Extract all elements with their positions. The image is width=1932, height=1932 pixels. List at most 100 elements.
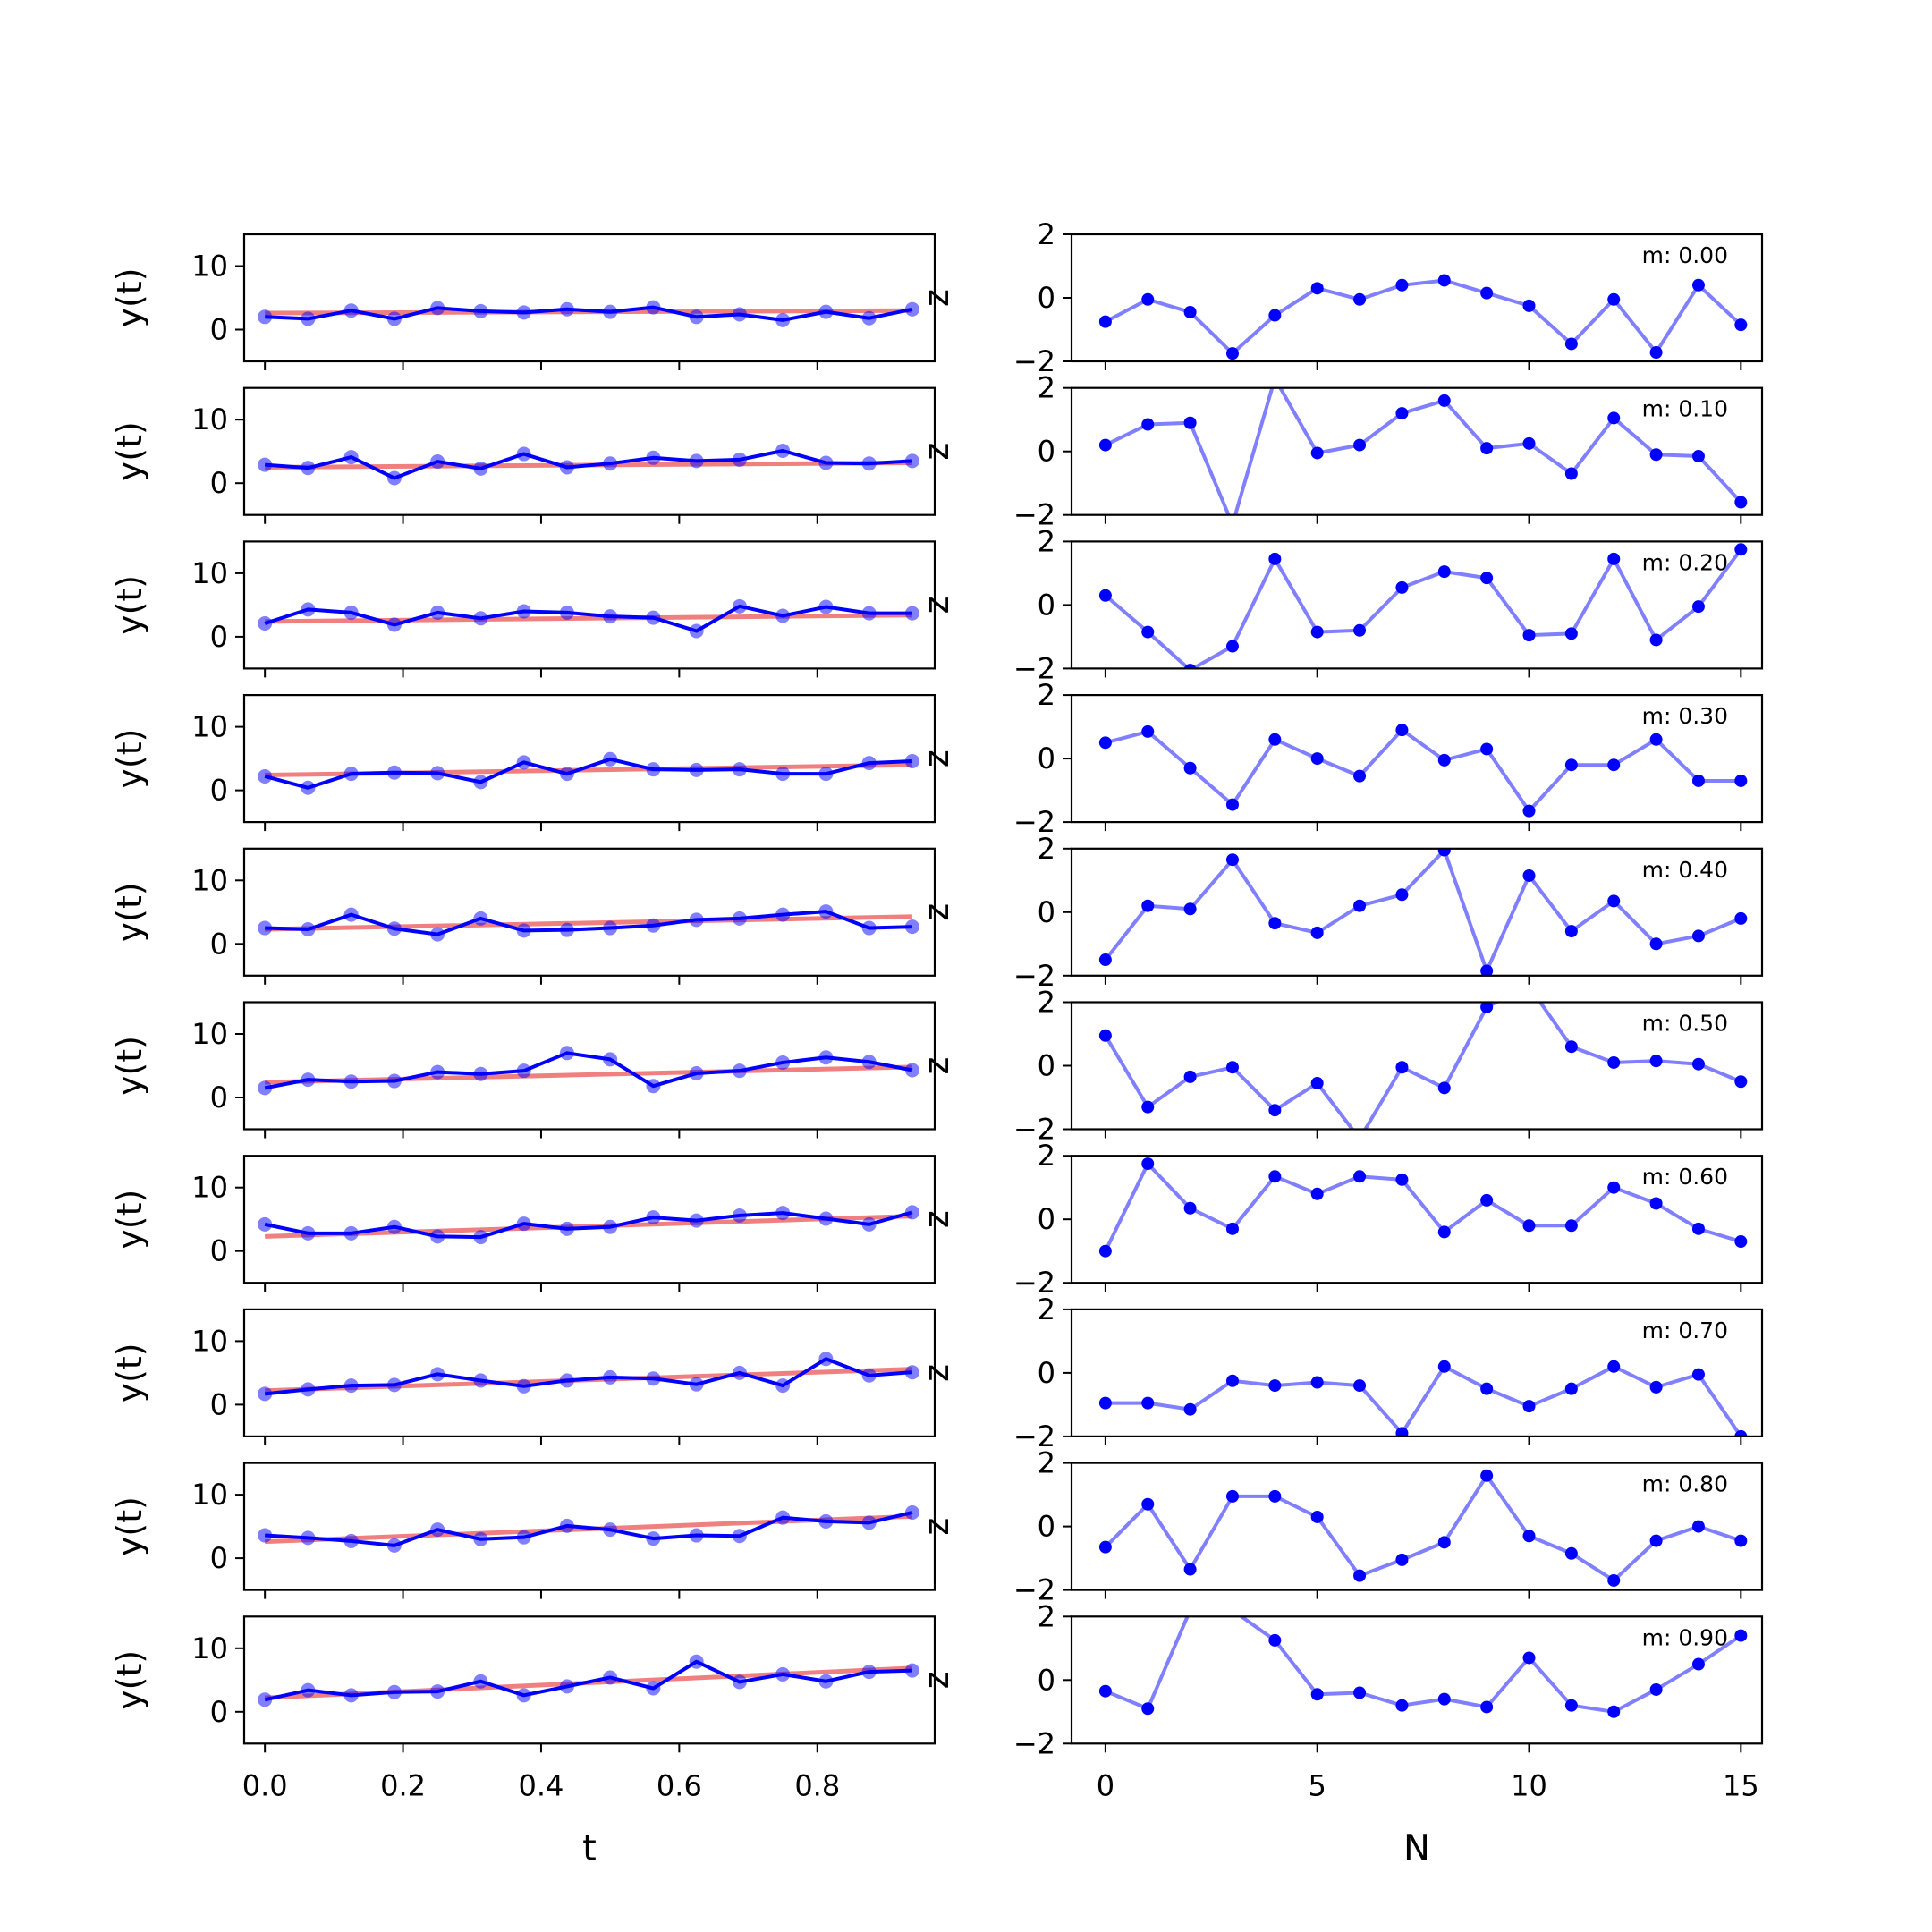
right-y-tick-label: −2: [1013, 959, 1055, 993]
observed-point: [775, 608, 791, 623]
observed-point: [689, 1213, 704, 1228]
observed-point: [775, 767, 791, 782]
observed-line: [264, 1357, 913, 1396]
observed-point: [301, 1682, 316, 1698]
observed-point: [473, 1531, 488, 1546]
z-point: [1395, 407, 1409, 420]
right-y-tick-label: 2: [1038, 1446, 1055, 1480]
right-y-axis-label: z: [917, 1518, 956, 1536]
observed-point: [775, 1055, 791, 1070]
observed-point: [386, 765, 402, 780]
z-point: [1310, 1077, 1324, 1090]
left-y-axis-label: y(t): [110, 1190, 149, 1250]
right-y-tick-label: 2: [1038, 524, 1055, 558]
right-y-tick-label: 0: [1038, 741, 1055, 775]
z-point: [1268, 1104, 1282, 1117]
left-y-tick-label: 0: [210, 927, 228, 961]
left-y-tick-label: 0: [210, 1387, 228, 1421]
observed-point: [258, 920, 273, 936]
observed-point: [559, 605, 574, 620]
left-y-tick-label: 0: [210, 1234, 228, 1268]
z-point: [1480, 1002, 1494, 1013]
left-panel-2: 0 10 y(t) z: [110, 540, 956, 678]
right-axes-frame: [1070, 1615, 1764, 1745]
left-axes-frame: [242, 233, 936, 363]
right-y-tick-label: −2: [1013, 344, 1055, 378]
z-point: [1225, 1374, 1239, 1387]
z-point: [1141, 1100, 1155, 1114]
observed-point: [689, 1654, 704, 1669]
z-point: [1353, 1686, 1367, 1699]
right-y-tick-label: 2: [1038, 678, 1055, 712]
right-panel-3: −2 0 2 m: 0.30: [1013, 678, 1764, 839]
observed-point: [646, 1079, 661, 1094]
z-line: [1105, 728, 1741, 813]
observed-point: [775, 1378, 791, 1394]
observed-point: [646, 300, 661, 315]
z-point: [1480, 742, 1494, 756]
z-line: [1105, 1364, 1742, 1436]
observed-point: [301, 602, 316, 617]
z-point: [1649, 1197, 1663, 1210]
observed-point: [646, 1210, 661, 1225]
z-point: [1607, 1055, 1621, 1069]
observed-point: [258, 1216, 273, 1232]
observed-point: [516, 1688, 531, 1703]
left-axes-frame: [242, 1462, 936, 1591]
m-annotation: m: 0.00: [1642, 242, 1728, 268]
right-panel-9: −2 0 2 0 5 10 15 m: 0.90: [1013, 1599, 1764, 1802]
observed-point: [301, 461, 316, 476]
observed-point: [861, 456, 877, 471]
left-x-axis-label: t: [582, 1827, 597, 1868]
observed-point: [559, 1679, 574, 1694]
right-x-tick-label: 15: [1723, 1768, 1759, 1802]
left-panel-6: 0 10 y(t) z: [110, 1155, 956, 1292]
observed-point: [473, 611, 488, 626]
z-point: [1480, 1700, 1494, 1714]
observed-point: [258, 309, 273, 325]
left-panel-0: 0 10 y(t) z: [110, 233, 956, 370]
z-point: [1437, 1225, 1451, 1239]
left-y-tick-label: 10: [191, 1017, 228, 1051]
observed-point: [689, 1528, 704, 1543]
left-axes-frame: [242, 847, 936, 977]
z-point: [1395, 1427, 1409, 1436]
z-point: [1353, 292, 1367, 306]
left-y-tick-label: 10: [191, 1631, 228, 1665]
observed-point: [559, 767, 574, 782]
left-y-axis-label: y(t): [110, 1036, 149, 1096]
observed-point: [473, 1230, 488, 1245]
z-point: [1691, 1657, 1705, 1671]
observed-point: [861, 1665, 877, 1680]
z-point: [1522, 629, 1536, 642]
observed-point: [646, 450, 661, 465]
observed-point: [258, 1080, 273, 1096]
right-y-axis-label: z: [917, 443, 956, 461]
z-point: [1225, 1222, 1239, 1235]
z-point: [1437, 753, 1451, 767]
right-y-tick-label: 0: [1038, 895, 1055, 929]
z-point: [1098, 736, 1112, 750]
observed-point: [386, 617, 402, 632]
observed-point: [775, 1510, 791, 1525]
right-axes-frame: [1070, 847, 1764, 977]
observed-point: [430, 1064, 445, 1080]
m-annotation: m: 0.40: [1642, 857, 1728, 883]
observed-point: [258, 1528, 273, 1543]
observed-point: [818, 455, 834, 470]
observed-point: [904, 606, 919, 621]
z-point: [1734, 1075, 1748, 1089]
right-axes-frame: [1070, 540, 1764, 670]
z-point: [1691, 1057, 1705, 1071]
fit-line: [265, 914, 912, 932]
observed-point: [516, 1378, 531, 1394]
observed-point: [904, 453, 919, 469]
observed-point: [559, 922, 574, 937]
z-point: [1225, 798, 1239, 811]
z-point: [1353, 1132, 1366, 1145]
z-point: [1607, 758, 1621, 772]
z-point: [1141, 418, 1155, 431]
observed-point: [301, 1382, 316, 1397]
right-y-tick-label: 2: [1038, 371, 1055, 405]
z-point: [1480, 1469, 1494, 1482]
